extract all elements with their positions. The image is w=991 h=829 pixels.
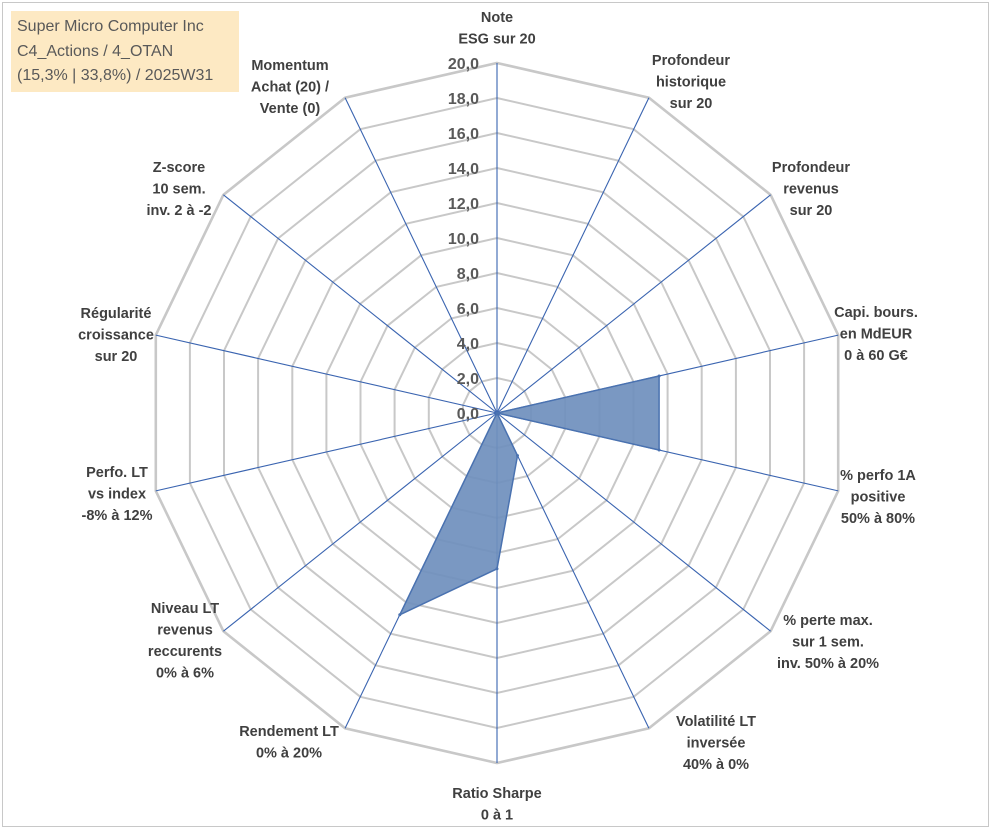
tick-label: 4,0 bbox=[457, 336, 479, 353]
axis-label-7: Volatilité LT inversée 40% à 0% bbox=[676, 714, 756, 773]
data-point-8 bbox=[495, 567, 499, 571]
data-point-7 bbox=[516, 454, 519, 458]
tick-label: 10,0 bbox=[448, 231, 479, 248]
spoke-14 bbox=[344, 97, 498, 414]
tick-label: 6,0 bbox=[457, 301, 479, 318]
data-point-9 bbox=[398, 613, 402, 617]
radar-series bbox=[398, 374, 661, 617]
spoke-3 bbox=[496, 194, 771, 414]
info-box: Super Micro Computer Inc C4_Actions / 4_… bbox=[11, 11, 239, 92]
radar-tick-labels: 0,0 2,0 4,0 6,0 8,0 10,0 12,0 14,0 16,0 18,0 20,0 bbox=[448, 56, 479, 423]
spoke-11 bbox=[155, 412, 498, 492]
spoke-10 bbox=[223, 412, 498, 632]
tick-label: 20,0 bbox=[448, 56, 479, 73]
tick-label: 8,0 bbox=[457, 266, 479, 283]
tick-label: 18,0 bbox=[448, 91, 479, 108]
tick-label: 16,0 bbox=[448, 126, 479, 143]
axis-label-8: Ratio Sharpe 0 à 1 bbox=[452, 786, 541, 824]
axis-label-6: % perte max. sur 1 sem. inv. 50% à 20% bbox=[777, 613, 879, 672]
tick-label: 2,0 bbox=[457, 371, 479, 388]
spoke-2 bbox=[496, 97, 650, 414]
period-label: (15,3% | 33,8%) / 2025W31 bbox=[17, 67, 214, 84]
series-area-1 bbox=[398, 375, 660, 617]
spoke-13 bbox=[223, 194, 498, 414]
portfolio-label: C4_Actions / 4_OTAN bbox=[17, 42, 174, 60]
axis-label-2: Profondeur historique sur 20 bbox=[652, 53, 730, 112]
axis-label-12: Régularité croissance sur 20 bbox=[78, 306, 154, 365]
data-point-4 bbox=[657, 374, 661, 378]
axis-label-11: Perfo. LT vs index -8% à 12% bbox=[82, 465, 153, 524]
tick-label: 14,0 bbox=[448, 161, 479, 178]
spoke-6 bbox=[496, 412, 771, 632]
axis-label-1: Note ESG sur 20 bbox=[458, 10, 535, 48]
axis-label-10: Niveau LT revenus reccurents 0% à 6% bbox=[148, 601, 222, 682]
axis-label-4: Capi. bours. en MdEUR 0 à 60 G€ bbox=[834, 305, 918, 364]
axis-label-14: Momentum Achat (20) / Vente (0) bbox=[251, 58, 329, 117]
spoke-7 bbox=[496, 412, 650, 729]
radar-axis-labels: Note ESG sur 20 Profondeur historique sur 20… bbox=[78, 10, 918, 824]
company-name: Super Micro Computer Inc bbox=[17, 18, 204, 35]
axis-label-9: Rendement LT 0% à 20% bbox=[239, 724, 339, 762]
tick-label: 12,0 bbox=[448, 196, 479, 213]
axis-label-3: Profondeur revenus sur 20 bbox=[772, 160, 850, 219]
spoke-12 bbox=[155, 334, 498, 414]
data-point-5 bbox=[657, 448, 661, 452]
tick-label: 0,0 bbox=[457, 406, 479, 423]
axis-label-13: Z-score 10 sem. inv. 2 à -2 bbox=[146, 160, 211, 219]
axis-label-5: % perfo 1A positive 50% à 80% bbox=[840, 468, 916, 527]
data-point-14 bbox=[495, 411, 499, 415]
